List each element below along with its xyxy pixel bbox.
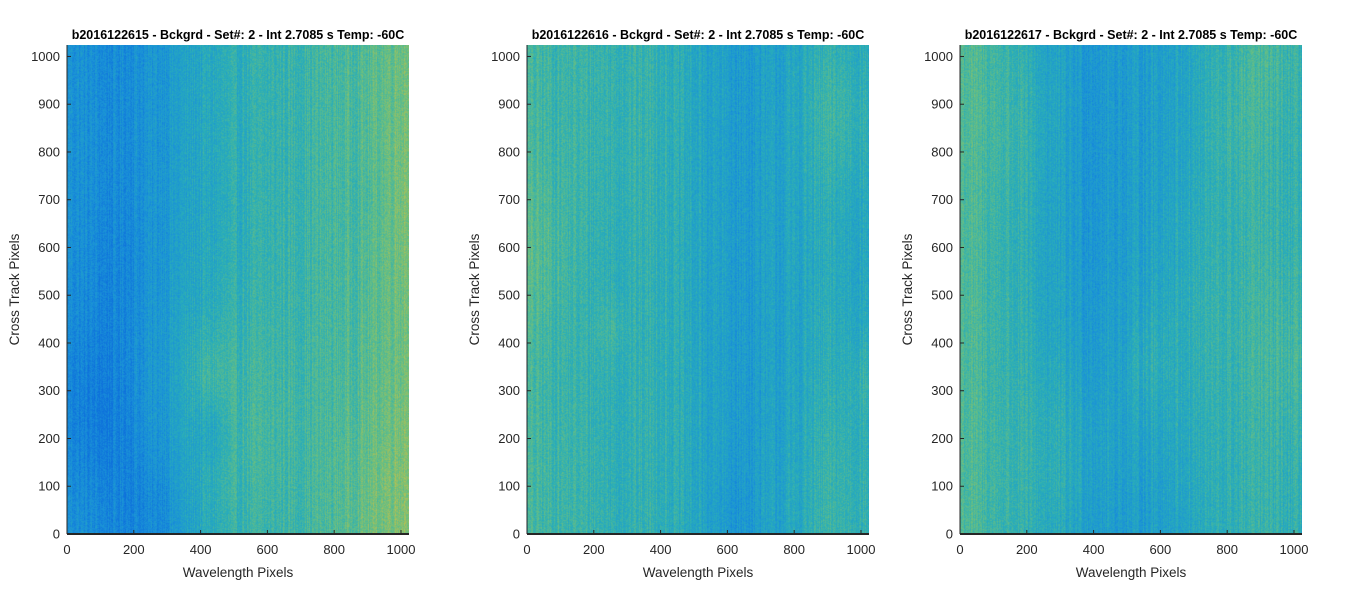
y-tick-label: 1000 (31, 49, 60, 64)
x-tick-label: 200 (583, 542, 605, 557)
y-axis-label: Cross Track Pixels (7, 233, 22, 345)
chart-title: b2016122615 - Bckgrd - Set#: 2 - Int 2.7… (72, 28, 405, 42)
y-tick-label: 200 (931, 431, 953, 446)
x-tick-label: 400 (1083, 542, 1105, 557)
heatmap-panel-1: 0 200 400 600 800 1000 0 100 200 300 400 500 600 700 8… (7, 28, 415, 580)
y-tick-label: 200 (498, 431, 520, 446)
x-axis-label: Wavelength Pixels (643, 565, 754, 580)
y-tick-label: 600 (931, 240, 953, 255)
y-tick-label: 100 (38, 479, 60, 494)
x-tick-label: 600 (257, 542, 279, 557)
y-tick-label: 200 (38, 431, 60, 446)
y-tick-label: 400 (498, 335, 520, 350)
y-tick-label: 500 (931, 288, 953, 303)
x-axis-label: Wavelength Pixels (1076, 565, 1187, 580)
y-tick-label: 0 (513, 527, 520, 542)
y-tick-label: 800 (498, 144, 520, 159)
chart-title: b2016122616 - Bckgrd - Set#: 2 - Int 2.7… (532, 28, 865, 42)
x-tick-label: 200 (1016, 542, 1038, 557)
y-tick-label: 400 (931, 335, 953, 350)
y-axis-label: Cross Track Pixels (900, 233, 915, 345)
x-tick-label: 0 (956, 542, 963, 557)
y-tick-label: 500 (498, 288, 520, 303)
x-tick-label: 1000 (847, 542, 876, 557)
y-tick-label: 700 (931, 192, 953, 207)
x-tick-label: 400 (650, 542, 672, 557)
y-tick-label: 1000 (491, 49, 520, 64)
y-axis-label: Cross Track Pixels (467, 233, 482, 345)
y-tick-label: 300 (931, 383, 953, 398)
y-tick-label: 400 (38, 335, 60, 350)
x-tick-label: 1000 (1280, 542, 1309, 557)
y-tick-label: 600 (498, 240, 520, 255)
y-tick-label: 900 (498, 97, 520, 112)
x-tick-label: 800 (323, 542, 345, 557)
y-tick-label: 800 (38, 144, 60, 159)
y-tick-label: 800 (931, 144, 953, 159)
chart-title: b2016122617 - Bckgrd - Set#: 2 - Int 2.7… (965, 28, 1298, 42)
y-tick-label: 300 (38, 383, 60, 398)
heatmap-panel-3: 0 200 400 600 800 1000 0 100 200 300 400 500 600 700 8… (900, 28, 1308, 580)
heatmap-image (67, 45, 409, 534)
y-tick-label: 100 (498, 479, 520, 494)
y-tick-label: 700 (498, 192, 520, 207)
panels: 0 200 400 600 800 100001002003004005006007008… (7, 28, 1308, 580)
x-axis-label: Wavelength Pixels (183, 565, 294, 580)
y-tick-label: 1000 (924, 49, 953, 64)
x-tick-label: 0 (63, 542, 70, 557)
heatmap-panel-2: 0 200 400 600 800 1000 0 100 200 300 400 500 600 700 8… (467, 28, 875, 580)
y-tick-label: 100 (931, 479, 953, 494)
y-tick-label: 0 (946, 527, 953, 542)
y-tick-label: 300 (498, 383, 520, 398)
y-tick-label: 900 (38, 97, 60, 112)
x-tick-label: 400 (190, 542, 212, 557)
y-tick-label: 700 (38, 192, 60, 207)
heatmap-image (527, 45, 869, 534)
y-tick-label: 600 (38, 240, 60, 255)
y-tick-label: 900 (931, 97, 953, 112)
y-tick-label: 500 (38, 288, 60, 303)
x-tick-label: 200 (123, 542, 145, 557)
x-tick-label: 600 (717, 542, 739, 557)
x-tick-label: 800 (1216, 542, 1238, 557)
x-tick-label: 600 (1150, 542, 1172, 557)
heatmap-image (960, 45, 1302, 534)
x-tick-label: 0 (523, 542, 530, 557)
y-tick-label: 0 (53, 527, 60, 542)
x-tick-label: 1000 (387, 542, 416, 557)
x-tick-label: 800 (783, 542, 805, 557)
